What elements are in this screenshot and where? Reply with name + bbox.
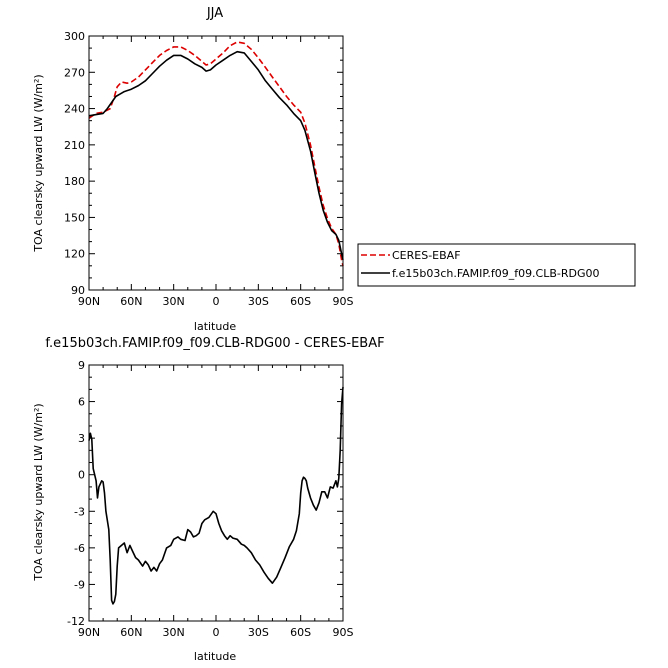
top-panel-title: JJA (206, 6, 223, 21)
bottom-ytick-label: -12 (67, 615, 85, 628)
bottom-xtick-label: 30N (163, 626, 185, 639)
bottom-panel-series (88, 386, 344, 605)
top-ytick-label: 240 (64, 103, 85, 116)
top-panel: JJA TOA clearsky upward LW (W/m²) latitu… (32, 6, 354, 333)
bottom-ytick-label: -9 (74, 578, 85, 591)
bottom-panel-xlabel: latitude (194, 650, 236, 663)
bottom-ytick-label: 9 (78, 359, 85, 372)
bottom-panel-frame (88, 364, 344, 622)
top-xtick-label: 0 (213, 295, 220, 308)
bottom-xtick-label: 60N (120, 626, 142, 639)
top-xtick-label: 30N (163, 295, 185, 308)
bottom-xtick-label: 90N (78, 626, 100, 639)
top-ytick-label: 90 (71, 284, 85, 297)
bottom-series-line-0 (88, 386, 344, 605)
legend-label-model: f.e15b03ch.FAMIP.f09_f09.CLB-RDG00 (392, 267, 600, 280)
bottom-xtick-label: 30S (248, 626, 269, 639)
bottom-xtick-label: 90S (333, 626, 354, 639)
bottom-ytick-label: -6 (74, 542, 85, 555)
top-panel-ticks: 90N 60N 30N 0 30S 60S 90S 90 120 150 180 210 240 270 3… (64, 30, 354, 308)
top-panel-series (88, 41, 344, 266)
legend-label-ceres: CERES-EBAF (392, 249, 461, 262)
legend-box (357, 243, 636, 287)
bottom-xtick-label: 0 (213, 626, 220, 639)
top-ytick-label: 150 (64, 211, 85, 224)
legend: CERES-EBAF f.e15b03ch.FAMIP.f09_f09.CLB-… (357, 243, 636, 287)
top-xtick-label: 60N (120, 295, 142, 308)
bottom-panel-ylabel: TOA clearsky upward LW (W/m²) (32, 403, 45, 581)
top-series-line-1 (88, 50, 344, 260)
top-panel-ylabel: TOA clearsky upward LW (W/m²) (32, 74, 45, 252)
bottom-panel: f.e15b03ch.FAMIP.f09_f09.CLB-RDG00 - CER… (32, 336, 385, 663)
bottom-ytick-label: 6 (78, 396, 85, 409)
bottom-ytick-label: -3 (74, 505, 85, 518)
bottom-ytick-label: 3 (78, 432, 85, 445)
top-xtick-label: 60S (290, 295, 311, 308)
bottom-ytick-label: 0 (78, 469, 85, 482)
top-series-line-0 (88, 41, 344, 266)
top-ytick-label: 270 (64, 66, 85, 79)
top-xtick-label: 90N (78, 295, 100, 308)
bottom-panel-title: f.e15b03ch.FAMIP.f09_f09.CLB-RDG00 - CER… (45, 336, 384, 351)
top-ytick-label: 180 (64, 175, 85, 188)
top-ytick-label: 120 (64, 248, 85, 261)
top-ytick-label: 210 (64, 139, 85, 152)
bottom-xtick-label: 60S (290, 626, 311, 639)
top-panel-xlabel: latitude (194, 320, 236, 333)
top-xtick-label: 90S (333, 295, 354, 308)
top-xtick-label: 30S (248, 295, 269, 308)
top-panel-frame (88, 35, 344, 291)
top-ytick-label: 300 (64, 30, 85, 43)
